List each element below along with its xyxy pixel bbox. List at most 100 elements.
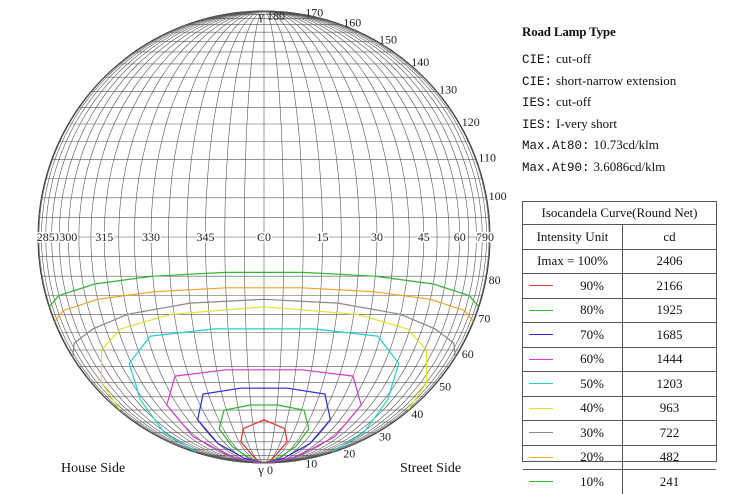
info-value: cut-off bbox=[556, 94, 592, 110]
legend-line-swatch bbox=[529, 407, 553, 409]
legend-level-cell: 20% bbox=[523, 445, 623, 469]
gamma-marker-top: γ bbox=[257, 8, 264, 23]
legend-row: 10% 241 bbox=[523, 470, 716, 494]
gamma-tick-label: 60 bbox=[462, 347, 474, 361]
legend-level-cell: 30% bbox=[523, 421, 623, 445]
legend-cd-value: 482 bbox=[659, 449, 680, 465]
legend-header-row: Intensity Unit cd bbox=[523, 225, 716, 250]
info-row: Max.At90: 3.6086cd/klm bbox=[522, 156, 742, 178]
isocandela-legend-table: Isocandela Curve(Round Net) Intensity Un… bbox=[522, 201, 717, 494]
horizontal-tick-label: 30 bbox=[371, 230, 383, 244]
legend-level-cell: 70% bbox=[523, 323, 623, 347]
info-key: IES: bbox=[522, 117, 553, 132]
legend-cd-value: 1925 bbox=[656, 302, 683, 318]
horizontal-tick-label: 60 bbox=[454, 230, 466, 244]
gamma-tick-label: 10 bbox=[305, 457, 317, 471]
horizontal-tick-label: 285 bbox=[37, 230, 55, 244]
house-side-label: House Side bbox=[61, 461, 126, 476]
info-key: Max.At80: bbox=[522, 139, 590, 154]
gamma-tick-label: 50 bbox=[439, 379, 451, 393]
gamma-tick-label: 80 bbox=[489, 273, 501, 287]
info-value: 3.6086cd/klm bbox=[593, 158, 666, 174]
legend-level-pct: 50% bbox=[580, 375, 604, 391]
info-key: IES: bbox=[522, 96, 553, 111]
isocandela-curve-90 bbox=[240, 419, 288, 464]
isocandela-curves bbox=[48, 271, 480, 464]
legend-level-cell: 10% bbox=[523, 470, 623, 494]
gamma-0-label: 0 bbox=[267, 463, 273, 477]
street-side-label: Street Side bbox=[400, 461, 462, 476]
horizontal-tick-label: C0 bbox=[257, 230, 271, 244]
info-value: I-very short bbox=[556, 115, 618, 131]
legend-row: 80% 1925 bbox=[523, 298, 716, 323]
legend-cd-value: 963 bbox=[659, 400, 680, 416]
legend-level-cell: 90% bbox=[523, 274, 623, 298]
legend-line-swatch bbox=[529, 432, 553, 434]
info-row: IES: cut-off bbox=[522, 91, 742, 113]
isocandela-curve-30 bbox=[72, 298, 456, 357]
legend-cd-value: 1685 bbox=[656, 326, 683, 342]
legend-row: 20% 482 bbox=[523, 445, 716, 470]
legend-row: 90% 2166 bbox=[523, 274, 716, 299]
legend-level-pct: 80% bbox=[580, 302, 604, 318]
horizontal-tick-label: 90 bbox=[482, 230, 494, 244]
horizontal-tick-label: 15 bbox=[317, 230, 329, 244]
legend-imax-label: Imax = 100% bbox=[523, 249, 623, 273]
gamma-tick-label: 170 bbox=[305, 5, 323, 19]
legend-imax-row: Imax = 100% 2406 bbox=[523, 249, 716, 274]
info-value: 10.73cd/klm bbox=[593, 137, 659, 153]
legend-title: Isocandela Curve(Round Net) bbox=[523, 202, 716, 225]
legend-line-swatch bbox=[529, 309, 553, 311]
legend-col1-header: Intensity Unit bbox=[523, 225, 623, 249]
info-row: Max.At80: 10.73cd/klm bbox=[522, 134, 742, 156]
isocandela-curve-50 bbox=[128, 328, 400, 453]
legend-level-pct: 70% bbox=[580, 326, 604, 342]
gamma-tick-label: 30 bbox=[379, 430, 391, 444]
info-row: IES: I-very short bbox=[522, 113, 742, 135]
gamma-tick-label: 70 bbox=[478, 311, 490, 325]
horizontal-tick-label: 45 bbox=[418, 230, 430, 244]
round-net-grid bbox=[37, 10, 491, 464]
legend-col2-header: cd bbox=[663, 228, 676, 244]
gamma-tick-label: 20 bbox=[343, 446, 355, 460]
gamma-tick-label: 160 bbox=[343, 16, 361, 30]
horizontal-tick-label: 270 bbox=[41, 230, 59, 244]
isocandela-curve-70 bbox=[196, 387, 332, 464]
isocandela-curve-80 bbox=[218, 404, 310, 464]
legend-level-cell: 50% bbox=[523, 372, 623, 396]
horizontal-tick-label: 300 bbox=[59, 230, 77, 244]
isocandela-curve-60 bbox=[166, 369, 362, 464]
horizontal-tick-label: 315 bbox=[95, 230, 113, 244]
legend-level-pct: 30% bbox=[580, 424, 604, 440]
legend-level-cell: 80% bbox=[523, 298, 623, 322]
gamma-tick-label: 140 bbox=[411, 55, 429, 69]
info-value: short-narrow extension bbox=[556, 72, 677, 88]
isocandela-curve-10 bbox=[48, 271, 480, 308]
legend-level-pct: 10% bbox=[580, 473, 604, 489]
lamp-info-panel: Road Lamp Type CIE: cut-off CIE: short-nar… bbox=[522, 24, 742, 178]
gamma-tick-label: 150 bbox=[379, 32, 397, 46]
legend-row: 30% 722 bbox=[523, 421, 716, 446]
isocandela-curve-20 bbox=[54, 287, 474, 323]
gamma-180-label: 180 bbox=[267, 9, 285, 23]
info-key: CIE: bbox=[522, 53, 553, 67]
horizontal-tick-label: 330 bbox=[142, 230, 160, 244]
info-key: Max.At90: bbox=[522, 160, 590, 175]
legend-row: 70% 1685 bbox=[523, 323, 716, 348]
horizontal-tick-label: 345 bbox=[197, 230, 215, 244]
legend-cd-value: 722 bbox=[659, 424, 680, 440]
legend-line-swatch bbox=[529, 358, 553, 360]
legend-level-cell: 60% bbox=[523, 347, 623, 371]
legend-level-cell: 40% bbox=[523, 396, 623, 420]
info-row: CIE: cut-off bbox=[522, 48, 742, 70]
legend-level-pct: 90% bbox=[580, 277, 604, 293]
gamma-tick-label: 40 bbox=[411, 407, 423, 421]
legend-level-pct: 20% bbox=[580, 449, 604, 465]
gamma-tick-label: 110 bbox=[478, 151, 496, 165]
gamma-marker-bottom: γ bbox=[257, 462, 264, 477]
info-value: cut-off bbox=[556, 51, 592, 66]
legend-line-swatch bbox=[529, 383, 553, 385]
legend-level-pct: 40% bbox=[580, 400, 604, 416]
legend-imax-cd: 2406 bbox=[656, 253, 683, 269]
